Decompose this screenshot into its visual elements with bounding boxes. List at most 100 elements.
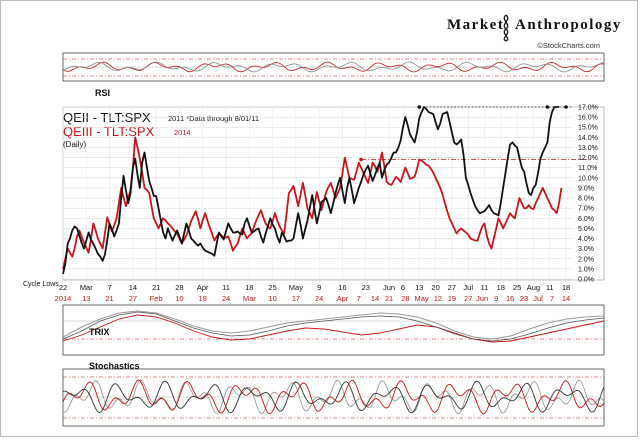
reference-marker [359,157,363,162]
x-tick-label-qeiii: 21 [105,294,113,303]
x-tick-label-qeii: 22 [59,283,67,292]
series-line-qeiii [62,136,563,270]
x-tick-label-qeii: Jun [383,283,395,292]
dna-logo-icon [503,14,509,42]
reference-marker [545,105,550,109]
x-tick-label-qeiii: May [415,294,429,303]
reference-marker [417,105,422,109]
x-tick-label-qeiii: Apr [337,294,349,303]
x-tick-label-qeiii: 19 [448,294,456,303]
y-axis-labels: 0.0% 1.0% 2.0% 3.0% 4.0% 5.0% 6.0% 7.0% 8.0% 9.0%… [578,105,598,284]
x-tick-label-qeii: 28 [175,283,183,292]
y-tick-label: 4.0% [578,236,594,243]
x-tick-label-qeiii: 12 [434,294,442,303]
x-tick-label-qeii: 18 [497,283,505,292]
x-tick-label-qeii: 11 [481,283,489,292]
x-tick-label-qeii: Jul [463,283,473,292]
cycle-lows-label: Cycle Lows [23,281,59,288]
y-tick-label: 2.0% [578,256,594,263]
stochastics-panel [62,368,605,427]
trix-line-red [62,314,605,343]
rsi-label: RSI [95,88,110,98]
legend-daily: (Daily) [63,140,86,149]
x-tick-label-qeii: Apr [197,283,209,292]
vertical-gridlines [62,107,567,279]
y-tick-label: 9.0% [578,185,594,192]
x-tick-label-qeii: 14 [129,283,137,292]
trix-label: TRIX [89,327,110,337]
x-tick-label-qeii: 9 [317,283,321,292]
x-axis-labels-qeiii: 2014 13 21 27 Feb 10 18 24 Mar 10 17 24 Apr 7 14 21 28 Ma… [55,294,571,303]
x-tick-label-qeiii: 2014 [55,294,72,303]
x-tick-label-qeii: 21 [152,283,160,292]
x-tick-label-qeii: 13 [415,283,423,292]
y-tick-label: 16.0% [578,115,598,122]
stochastics-label: Stochastics [89,361,140,371]
y-tick-label: 10.0% [578,175,598,182]
x-tick-label-qeii: 25 [513,283,521,292]
rsi-panel [62,52,605,82]
trix-panel [62,304,605,356]
x-tick-label-qeii: 25 [268,283,276,292]
x-tick-label-qeii: 23 [362,283,370,292]
stochastics-line-dark [62,380,605,414]
trix-line-dark [62,311,605,342]
x-tick-label-qeiii: 21 [385,294,393,303]
stochastics-line-gray [62,379,605,415]
source-credit: ©StockCharts.com [537,41,600,50]
y-tick-label: 12.0% [578,155,598,162]
x-tick-label-qeii: 20 [431,283,439,292]
y-tick-label: 15.0% [578,125,598,132]
x-tick-label-qeiii: 24 [315,294,323,303]
x-tick-label-qeiii: 18 [199,294,207,303]
legend-qeii-title: QEII - TLT:SPX [63,110,151,125]
legend-qeiii-note: 2014 [174,128,191,137]
x-tick-label-qeii: 16 [338,283,346,292]
x-tick-label-qeiii: 13 [82,294,90,303]
main-chart: 0.0% 1.0% 2.0% 3.0% 4.0% 5.0% 6.0% 7.0% 8.0% 9.0%… [55,105,605,303]
x-tick-label-qeii: 27 [448,283,456,292]
x-tick-label-qeii: 18 [245,283,253,292]
x-tick-label-qeiii: 23 [520,294,528,303]
reference-lines [359,105,587,162]
x-tick-label-qeiii: 14 [562,294,570,303]
y-tick-label: 1.0% [578,266,594,273]
x-tick-label-qeiii: 24 [222,294,230,303]
x-tick-label-qeiii: 7 [550,294,554,303]
x-tick-label-qeiii: 27 [129,294,137,303]
x-tick-label-qeiii: 14 [371,294,379,303]
x-tick-label-qeiii: Jul [533,294,543,303]
x-tick-label-qeii: 18 [562,283,570,292]
legend-qeii-note: 2011 *Data through 8/01/11 [168,114,259,123]
x-axis-labels-qeii: 22 Mar 7 14 21 28 Apr 11 18 25 May 9 16 23 Jun 6 13 20 27 J… [59,283,570,292]
x-tick-label-qeiii: 7 [357,294,361,303]
y-tick-label: 5.0% [578,226,594,233]
x-tick-label-qeii: 7 [107,283,111,292]
y-tick-label: 8.0% [578,196,594,203]
x-tick-label-qeii: 11 [222,283,230,292]
rsi-line-gray [62,61,605,73]
x-tick-label-qeiii: Jun [476,294,488,303]
x-tick-label-qeiii: 10 [268,294,276,303]
y-tick-label: 6.0% [578,216,594,223]
x-tick-label-qeiii: 10 [175,294,183,303]
trix-line-gray [62,310,605,340]
reference-marker [564,105,568,109]
x-tick-label-qeii: Mar [80,283,93,292]
x-tick-label-qeiii: 17 [292,294,300,303]
y-tick-label: 11.0% [578,165,597,172]
brand-right: Anthropology [515,17,622,33]
y-tick-label: 0.0% [578,277,594,284]
x-tick-label-qeiii: 27 [464,294,472,303]
x-tick-label-qeii: 6 [401,283,405,292]
x-tick-label-qeii: May [289,283,303,292]
y-tick-label: 17.0% [578,105,598,112]
y-tick-label: 13.0% [578,145,598,152]
y-tick-label: 3.0% [578,246,594,253]
series-line-qeii [62,106,559,275]
x-tick-label-qeiii: Feb [150,294,163,303]
x-tick-label-qeiii: 28 [401,294,409,303]
legend-qeiii-title: QEIII - TLT:SPX [63,124,155,139]
